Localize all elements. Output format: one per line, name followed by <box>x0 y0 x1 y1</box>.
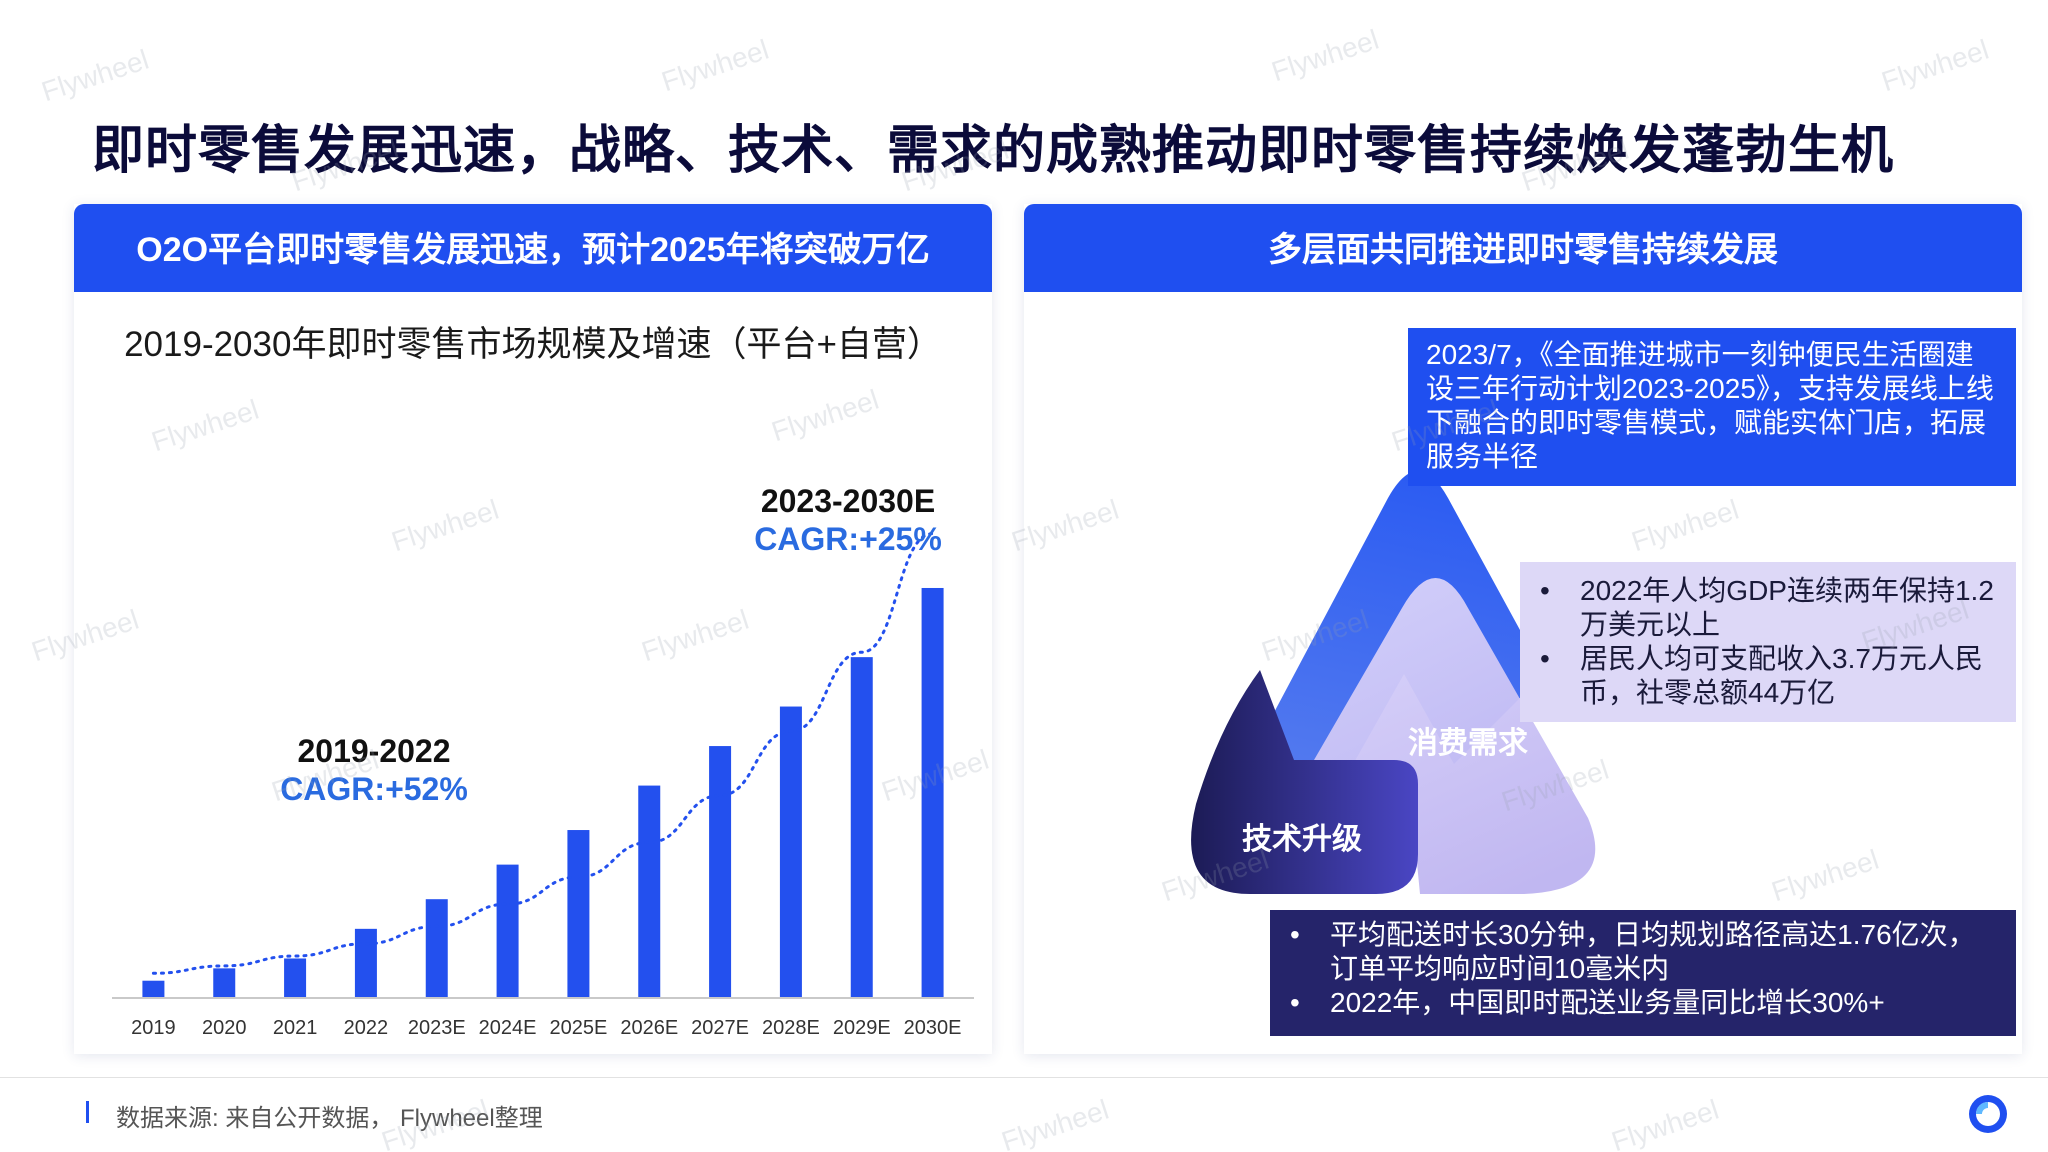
consumer-label: 消费需求 <box>1408 727 1528 760</box>
tech-bullet-list: 平均配送时长30分钟，日均规划路径高达1.76亿次，订单平均响应时间10毫米内 … <box>1286 918 2000 1020</box>
consumer-arm <box>1314 578 1596 894</box>
bar-2026E <box>638 785 661 998</box>
watermark-text: Flywheel <box>1267 23 1383 88</box>
watermark-text: Flywheel <box>657 33 773 98</box>
bar-2022 <box>354 928 377 998</box>
consumer-item: 2022年人均GDP连续两年保持1.2万美元以上 <box>1536 574 2000 642</box>
cagr-2023-2030: 2023-2030E CAGR:+25% <box>728 482 968 558</box>
bar-2021 <box>284 958 307 998</box>
x-tick-label-2028E: 2028E <box>762 1017 820 1039</box>
x-tick-label-2026E: 2026E <box>620 1017 678 1039</box>
bar-2028E <box>779 706 802 998</box>
drivers-panel: 多层面共同推进即时零售持续发展 政府战略 消费需求 技术升级 2023/7，《全… <box>1024 204 2022 1054</box>
tech-info-box: 平均配送时长30分钟，日均规划路径高达1.76亿次，订单平均响应时间10毫米内 … <box>1270 910 2016 1036</box>
cagr-2019-2022-years: 2019-2022 <box>297 733 451 769</box>
footer-divider <box>0 1077 2048 1078</box>
market-size-bar-chart: 2019 2020 2021 2022 2023E 2024E 2025E 2026E 2027… <box>112 532 974 1039</box>
drivers-panel-header: 多层面共同推进即时零售持续发展 <box>1024 204 2022 292</box>
x-tick-label-2029E: 2029E <box>833 1017 891 1039</box>
watermark-text: Flywheel <box>37 43 153 108</box>
bar-2019 <box>142 980 165 998</box>
cagr-2023-2030-rate: CAGR:+25% <box>754 521 942 557</box>
consumer-info-box: 2022年人均GDP连续两年保持1.2万美元以上 居民人均可支配收入3.7万元人… <box>1520 562 2016 722</box>
x-tick-label-2022: 2022 <box>344 1017 389 1039</box>
bars-layer <box>142 587 944 998</box>
bar-2030E <box>921 587 944 998</box>
x-tick-labels: 2019 2020 2021 2022 2023E 2024E 2025E 2026E 2027… <box>131 1017 961 1039</box>
chart-title: 2019-2030年即时零售市场规模及增速（平台+自营） <box>124 325 942 364</box>
watermark-text: Flywheel <box>1607 1093 1723 1152</box>
x-tick-label-2025E: 2025E <box>549 1017 607 1039</box>
footer-accent-bar <box>86 1101 89 1123</box>
consumer-bullet-list: 2022年人均GDP连续两年保持1.2万美元以上 居民人均可支配收入3.7万元人… <box>1536 574 2000 710</box>
bar-2024E <box>496 864 519 998</box>
consumer-item: 居民人均可支配收入3.7万元人民币，社零总额44万亿 <box>1536 642 2000 710</box>
watermark-text: Flywheel <box>1877 33 1993 98</box>
policy-info-box: 2023/7，《全面推进城市一刻钟便民生活圈建设三年行动计划2023-2025》… <box>1408 328 2016 486</box>
market-size-panel: O2O平台即时零售发展迅速，预计2025年将突破万亿 2019-2030年即时零… <box>74 204 992 1054</box>
trend-line <box>151 532 935 975</box>
bar-2025E <box>567 830 590 998</box>
x-tick-label-2021: 2021 <box>273 1017 318 1039</box>
bar-2029E <box>850 657 873 998</box>
tech-item: 平均配送时长30分钟，日均规划路径高达1.76亿次，订单平均响应时间10毫米内 <box>1286 918 2000 986</box>
policy-label: 政府战略 <box>1178 573 1298 606</box>
tech-arm <box>1191 670 1418 894</box>
cagr-2019-2022: 2019-2022 CAGR:+52% <box>268 732 480 808</box>
tech-label: 技术升级 <box>1242 823 1362 856</box>
x-tick-label-2027E: 2027E <box>691 1017 749 1039</box>
x-tick-label-2030E: 2030E <box>904 1017 962 1039</box>
watermark-text: Flywheel <box>997 1093 1113 1152</box>
bar-2027E <box>709 746 732 998</box>
x-tick-label-2020: 2020 <box>202 1017 247 1039</box>
x-tick-label-2024E: 2024E <box>479 1017 537 1039</box>
tech-item: 2022年，中国即时配送业务量同比增长30%+ <box>1286 986 2000 1020</box>
bar-2020 <box>213 968 236 998</box>
market-size-panel-header: O2O平台即时零售发展迅速，预计2025年将突破万亿 <box>74 204 992 292</box>
x-tick-label-2019: 2019 <box>131 1017 176 1039</box>
drivers-triangle-diagram <box>1191 471 1596 894</box>
cagr-2023-2030-years: 2023-2030E <box>760 483 936 519</box>
bar-2023E <box>425 899 448 998</box>
x-tick-label-2023E: 2023E <box>408 1017 466 1039</box>
data-source-note: 数据来源: 来自公开数据， Flywheel整理 <box>116 1105 543 1132</box>
flywheel-logo-icon <box>1969 1095 2007 1133</box>
cagr-2019-2022-rate: CAGR:+52% <box>280 771 468 807</box>
page-title: 即时零售发展迅速，战略、技术、需求的成熟推动即时零售持续焕发蓬勃生机 <box>92 122 1895 180</box>
